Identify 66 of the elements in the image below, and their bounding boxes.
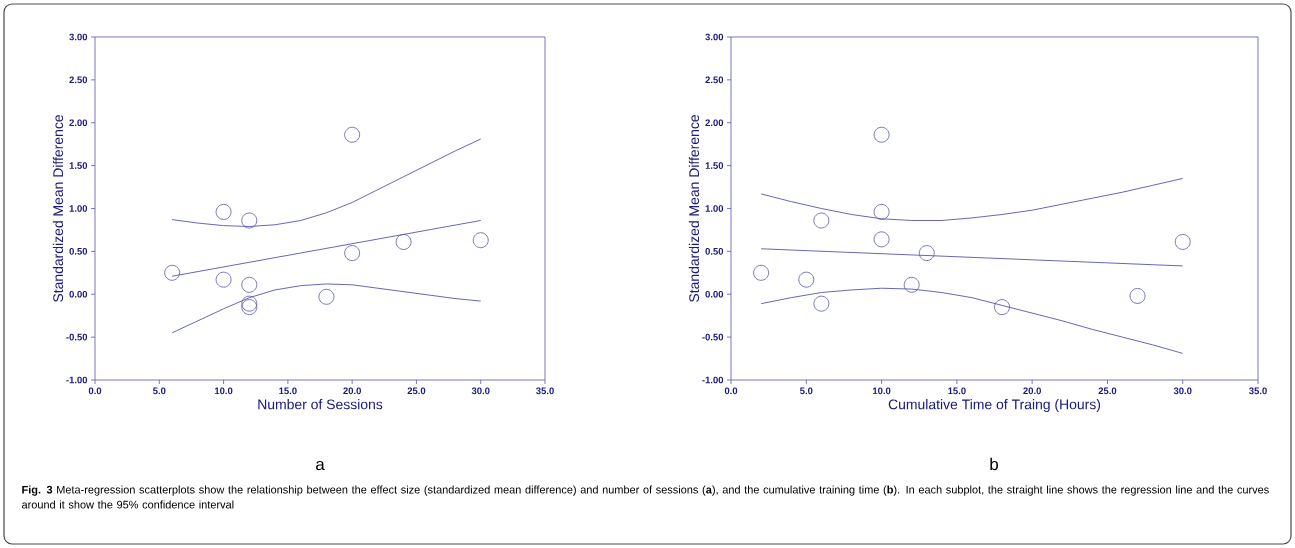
- text: b: [990, 457, 998, 471]
- point: [241, 276, 258, 293]
- x-tick-label: 20.0: [1023, 387, 1041, 395]
- x-tick-label: 30.0: [1173, 387, 1192, 395]
- x-tick-label: 25.0: [407, 387, 426, 395]
- point: [903, 276, 920, 293]
- y-tick-label: -0.50: [702, 333, 724, 341]
- point: [344, 245, 361, 261]
- x-axis-title: Number of Sessions: [258, 399, 383, 410]
- text: Fig. 3 Meta-regression scatterplots show the relationship between the effect size (standardized mean difference) and number of sessions (a), and the cumulative training time (b). In each subplot, the straight line shows the regression line and the curves around it show the 95% confidence interval: [22, 485, 1269, 509]
- point: [873, 126, 890, 143]
- x-tick-label: 30.0: [471, 387, 490, 395]
- y-tick-label: 0.50: [69, 248, 88, 255]
- y-tick-label: 2.00: [69, 119, 88, 127]
- x-tick-label: 5.0: [153, 387, 166, 395]
- point: [215, 271, 232, 288]
- x-tick-label: 15.0: [948, 387, 966, 395]
- point: [241, 212, 258, 229]
- y-tick-label: 2.50: [705, 76, 724, 84]
- y-tick-label: 1.50: [69, 162, 88, 169]
- x-tick-label: 5.0: [800, 387, 813, 395]
- x-tick-label: 35.0: [536, 387, 554, 395]
- point: [918, 245, 935, 261]
- y-tick-label: 0.00: [69, 290, 88, 298]
- point: [215, 204, 232, 220]
- y-tick-label: 1.50: [705, 162, 724, 169]
- x-tick-label: 0.0: [88, 387, 102, 395]
- x-tick-label: 35.0: [1249, 387, 1267, 395]
- y-tick-label: -0.50: [66, 333, 88, 341]
- y-axis-title: Standardized Mean Difference: [52, 115, 64, 302]
- point: [813, 295, 830, 312]
- y-tick-label: 1.00: [705, 205, 724, 212]
- x-tick-label: 15.0: [279, 387, 297, 395]
- y-tick-label: 3.00: [705, 33, 724, 41]
- y-tick-label: 3.00: [69, 33, 88, 41]
- point: [395, 234, 412, 250]
- y-tick-label: -1.00: [702, 376, 724, 384]
- y-tick-label: 1.00: [69, 205, 88, 212]
- point: [318, 288, 335, 305]
- point: [798, 271, 815, 288]
- point: [1174, 234, 1191, 250]
- text: a: [316, 460, 325, 471]
- x-tick-label: 10.0: [214, 387, 233, 395]
- y-tick-label: 0.00: [705, 290, 724, 298]
- x-tick-label: 10.0: [872, 387, 891, 395]
- point: [873, 204, 890, 220]
- x-tick-label: 0.0: [724, 387, 738, 395]
- point: [164, 264, 181, 281]
- point: [994, 299, 1010, 315]
- point: [873, 231, 890, 248]
- point: [472, 232, 489, 249]
- point: [344, 126, 361, 143]
- y-tick-label: 0.50: [705, 248, 724, 255]
- y-tick-label: 2.00: [705, 119, 724, 127]
- y-tick-label: 2.50: [69, 76, 88, 84]
- point: [241, 295, 258, 312]
- line-series: [760, 178, 1184, 221]
- x-axis-title: Cumulative Time of Traing (Hours): [888, 399, 1101, 413]
- point: [753, 264, 770, 281]
- point: [1129, 288, 1146, 304]
- y-axis-title: Standardized Mean Difference: [688, 115, 700, 302]
- x-tick-label: 25.0: [1098, 387, 1117, 395]
- y-tick-label: -1.00: [66, 376, 88, 384]
- point: [813, 212, 830, 229]
- x-tick-label: 20.0: [343, 387, 361, 395]
- point: [241, 299, 258, 315]
